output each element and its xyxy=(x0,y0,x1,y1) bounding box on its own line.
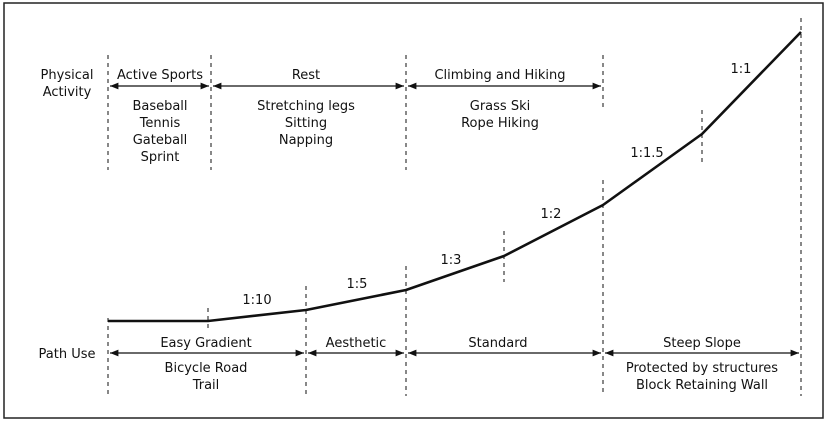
path-item-bicycle-road: Bicycle Road xyxy=(165,361,248,376)
activity-item-tennis: Tennis xyxy=(139,116,181,131)
diagram-frame xyxy=(3,2,824,419)
path-item-protected-by-structures: Protected by structures xyxy=(626,361,778,376)
zone-climbing-hiking-header: Climbing and Hiking xyxy=(434,68,565,83)
zone-steep-slope-header: Steep Slope xyxy=(663,336,741,351)
zone-aesthetic-header: Aesthetic xyxy=(326,336,387,351)
slope-ratio-1-3: 1:3 xyxy=(441,253,462,268)
zone-standard-header: Standard xyxy=(468,336,527,351)
zone-easy-gradient-header: Easy Gradient xyxy=(160,336,251,351)
activity-item-napping: Napping xyxy=(279,133,333,148)
zone-active-sports-header: Active Sports xyxy=(117,68,203,83)
path-item-block-retaining-wall: Block Retaining Wall xyxy=(636,378,768,393)
slope-ratio-1-10: 1:10 xyxy=(242,293,271,308)
slope-ratio-1-2: 1:2 xyxy=(541,207,562,222)
activity-item-baseball: Baseball xyxy=(132,99,187,114)
slope-ratio-1-5: 1:5 xyxy=(347,277,368,292)
activity-item-grass-ski: Grass Ski xyxy=(470,99,530,114)
activity-item-rope-hiking: Rope Hiking xyxy=(461,116,539,131)
activity-item-gateball: Gateball xyxy=(133,133,188,148)
activity-item-sprint: Sprint xyxy=(141,150,180,165)
activity-item-stretching-legs: Stretching legs xyxy=(257,99,355,114)
zone-dividers xyxy=(107,18,802,396)
path-use-label: Path Use xyxy=(39,347,96,362)
physical-activity-label-line-2: Activity xyxy=(43,85,92,100)
path-item-trail: Trail xyxy=(192,378,220,393)
slope-profile-line xyxy=(108,31,802,323)
slope-ratio-1-1-5: 1:1.5 xyxy=(630,146,663,161)
physical-activity-label-line-1: Physical xyxy=(41,68,94,83)
slope-ratio-1-1: 1:1 xyxy=(731,62,752,77)
zone-rest-header: Rest xyxy=(292,68,320,83)
activity-item-sitting: Sitting xyxy=(285,116,327,131)
